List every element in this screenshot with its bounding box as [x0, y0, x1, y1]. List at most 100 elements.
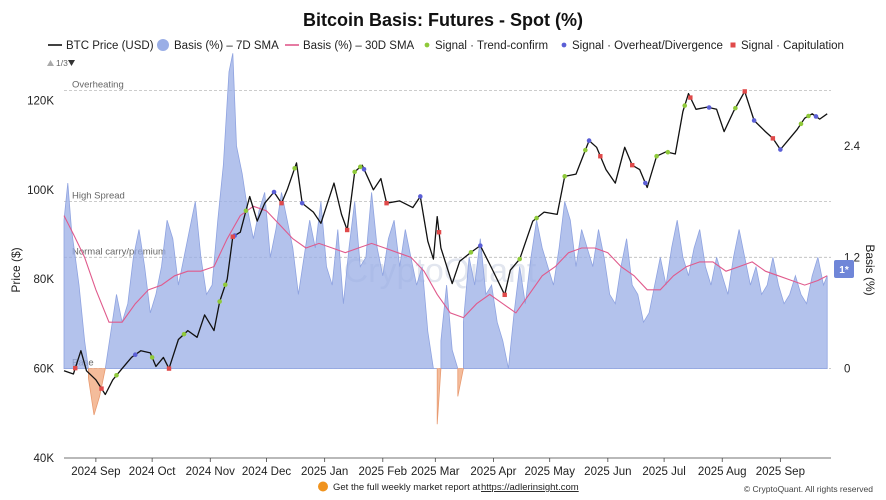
right-axis-title: Basis (%)	[863, 244, 877, 295]
x-tick-2: 2024 Nov	[186, 466, 235, 478]
x-tick-11: 2025 Aug	[698, 466, 747, 478]
right-tick-0: 0	[844, 364, 850, 376]
signal-trend-7	[352, 169, 357, 175]
signal-trend-18	[798, 121, 804, 127]
basis-7d-negative-area	[88, 368, 464, 425]
legend-item-0: BTC Price (USD)	[48, 40, 154, 52]
right-tick-2: 2.4	[844, 141, 861, 153]
signal-trend-13	[583, 147, 588, 153]
legend-label-3: Signal · Trend-confirm	[435, 40, 548, 52]
pager-up-icon[interactable]	[47, 60, 54, 66]
legend-label-4: Signal · Overheat/Divergence	[572, 40, 723, 52]
x-tick-0: 2024 Sep	[71, 466, 120, 478]
x-tick-9: 2025 Jun	[584, 466, 631, 478]
signal-overheat-6	[478, 243, 483, 248]
signal-overheat-9	[706, 105, 712, 110]
signal-trend-9	[468, 250, 474, 255]
value-badge[interactable]: 1*	[834, 260, 854, 278]
signal-overheat-0	[132, 352, 138, 358]
basis-7d-area	[63, 53, 828, 369]
x-tick-10: 2025 Jul	[642, 466, 685, 478]
signal-capitulation-4	[279, 200, 284, 206]
signal-trend-1	[149, 355, 155, 360]
signal-trend-6	[292, 166, 297, 171]
x-tick-6: 2025 Mar	[411, 466, 460, 478]
signal-trend-12	[562, 174, 568, 179]
legend-label-0: BTC Price (USD)	[66, 40, 154, 52]
signal-overheat-12	[813, 114, 819, 119]
x-tick-12: 2025 Sep	[756, 466, 805, 478]
signal-capitulation-13	[770, 136, 776, 141]
legend-item-4: Signal · Overheat/Divergence	[561, 40, 723, 52]
legend-item-2: Basis (%) – 30D SMA	[285, 40, 415, 52]
signal-trend-4	[222, 282, 228, 288]
signal-capitulation-2	[166, 366, 172, 371]
signal-capitulation-10	[630, 162, 635, 168]
legend-item-3: Signal · Trend-confirm	[424, 40, 548, 52]
credit-text: © CryptoQuant. All rights reserved	[744, 484, 873, 494]
signal-overheat-3	[299, 200, 305, 206]
legend-item-1: Basis (%) – 7D SMA	[157, 39, 279, 52]
signal-trend-10	[517, 256, 522, 262]
legend-pager[interactable]: 1/3	[47, 58, 75, 68]
signal-trend-14	[654, 153, 659, 159]
left-tick-4: 120K	[27, 95, 54, 107]
footer-text: Get the full weekly market report at	[333, 482, 481, 493]
signal-overheat-7	[586, 138, 592, 143]
zone-label-2: Normal carry/premium	[72, 246, 166, 257]
legend-swatch-1	[157, 39, 169, 51]
signal-capitulation-8	[502, 292, 507, 298]
signal-capitulation-1	[99, 386, 104, 391]
footer-link[interactable]: https://adlerinsight.com	[481, 482, 579, 493]
legend-label-2: Basis (%) – 30D SMA	[303, 40, 415, 52]
zone-label-0: Overheating	[72, 79, 124, 90]
signal-trend-16	[682, 103, 688, 108]
legend-label-1: Basis (%) – 7D SMA	[174, 40, 279, 52]
signal-trend-5	[243, 208, 249, 214]
signal-capitulation-5	[344, 227, 350, 233]
x-tick-4: 2025 Jan	[301, 466, 348, 478]
btc-price-line	[63, 90, 828, 396]
x-tick-1: 2024 Oct	[129, 466, 176, 478]
legend-label-5: Signal · Capitulation	[741, 40, 844, 52]
signal-overheat-2	[271, 189, 277, 195]
legend-swatch-5	[730, 42, 736, 48]
signal-capitulation-11	[688, 95, 693, 100]
left-tick-0: 40K	[34, 453, 55, 465]
badge-box	[834, 260, 854, 278]
left-tick-1: 60K	[34, 364, 55, 376]
signal-capitulation-12	[742, 89, 747, 94]
x-tick-5: 2025 Feb	[358, 466, 407, 478]
x-tick-7: 2025 Apr	[470, 466, 516, 478]
signal-capitulation-3	[230, 234, 235, 239]
left-tick-3: 100K	[27, 185, 54, 197]
signal-capitulation-7	[436, 230, 442, 235]
signal-overheat-5	[418, 194, 423, 199]
basis-30d-line	[63, 205, 828, 323]
pager-down-icon[interactable]	[68, 60, 75, 66]
signal-trend-0	[114, 372, 119, 378]
signal-overheat-10	[751, 118, 757, 123]
signal-overheat-4	[361, 166, 367, 172]
signal-capitulation-6	[384, 200, 389, 206]
signal-overheat-8	[643, 180, 648, 186]
signal-overheat-11	[778, 147, 783, 152]
legend: BTC Price (USD) Basis (%) – 7D SMA Basis (…	[48, 39, 844, 52]
signal-capitulation-0	[73, 365, 78, 371]
signal-trend-2	[181, 331, 187, 337]
plot-area: Overheating High Spread Normal carry/premi…	[27, 53, 861, 478]
signal-trend-19	[806, 113, 811, 119]
badge-label: 1*	[839, 265, 849, 276]
left-axis-title: Price ($)	[9, 247, 23, 292]
legend-swatch-4	[561, 42, 567, 48]
left-tick-2: 80K	[34, 274, 55, 286]
zone-label-1: High Spread	[72, 191, 125, 202]
signal-trend-8	[357, 164, 363, 170]
signal-trend-3	[217, 299, 222, 304]
chart-title: Bitcoin Basis: Futures - Spot (%)	[303, 10, 583, 30]
x-tick-8: 2025 May	[524, 466, 575, 478]
legend-item-5: Signal · Capitulation	[730, 40, 844, 52]
signal-trend-17	[733, 105, 738, 111]
signal-trend-11	[534, 215, 539, 221]
